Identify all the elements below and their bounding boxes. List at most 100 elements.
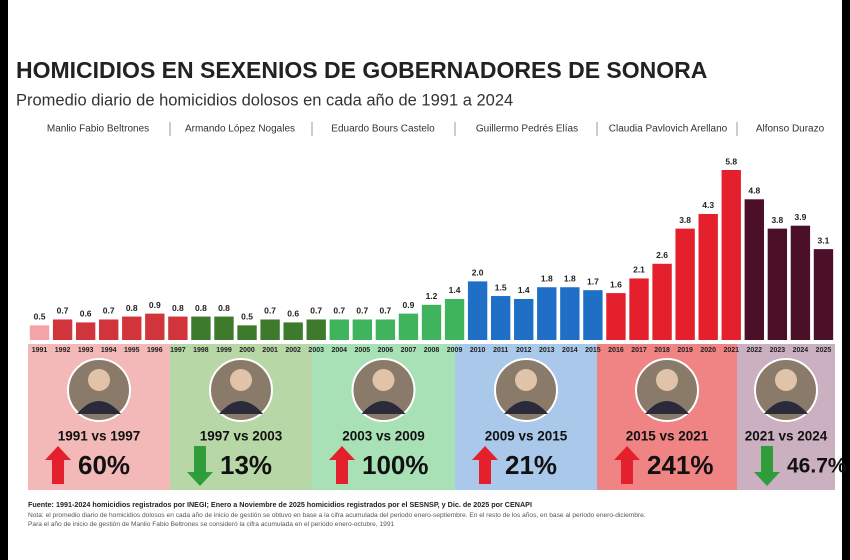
photo-body <box>77 401 121 414</box>
x-tick-label: 1993 <box>78 347 94 354</box>
x-tick-label: 1992 <box>55 347 71 354</box>
comparison-label: 2003 vs 2009 <box>342 429 425 444</box>
x-tick-label: 2010 <box>470 347 486 354</box>
value-label: 1.4 <box>449 285 461 295</box>
x-tick-label: 2024 <box>793 347 809 354</box>
bar <box>122 316 142 340</box>
bar <box>744 199 764 340</box>
trend-arrow <box>329 446 355 484</box>
bar <box>237 325 257 340</box>
chart-subtitle: Promedio diario de homicidios dolosos en… <box>16 91 513 109</box>
value-label: 3.1 <box>818 235 830 245</box>
x-tick-label: 2006 <box>378 347 394 354</box>
value-label: 1.7 <box>587 276 599 286</box>
x-tick-label: 1994 <box>101 347 117 354</box>
governor-name: Claudia Pavlovich Arellano <box>609 124 728 135</box>
value-label: 2.1 <box>633 265 645 275</box>
trend-arrow <box>614 446 640 484</box>
bar <box>329 319 349 340</box>
bar <box>813 249 834 340</box>
value-label: 4.8 <box>748 186 760 196</box>
value-label: 0.7 <box>379 306 391 316</box>
value-label: 0.8 <box>172 303 184 313</box>
x-tick-label: 2018 <box>654 347 670 354</box>
photo-head <box>656 369 678 391</box>
photo-head <box>88 369 110 391</box>
change-value: 60% <box>78 450 130 480</box>
bar <box>514 298 534 340</box>
photo-body <box>219 401 263 414</box>
photo-body <box>645 401 689 414</box>
governor-name: Eduardo Bours Castelo <box>331 124 435 135</box>
bar <box>652 263 672 340</box>
value-label: 0.7 <box>264 306 276 316</box>
value-label: 1.5 <box>495 282 507 292</box>
x-tick-label: 2023 <box>770 347 786 354</box>
bar <box>214 316 234 340</box>
bar <box>352 319 373 340</box>
trend-arrow <box>45 446 71 484</box>
value-label: 0.7 <box>57 306 69 316</box>
value-label: 0.7 <box>103 306 115 316</box>
value-label: 3.8 <box>771 215 783 225</box>
x-tick-label: 1997 <box>170 347 186 354</box>
bar <box>99 319 119 340</box>
bar <box>260 319 280 340</box>
value-label: 0.9 <box>403 300 415 310</box>
bar <box>629 278 649 340</box>
x-tick-label: 2009 <box>447 347 463 354</box>
bar <box>721 170 741 340</box>
x-tick-label: 2020 <box>700 347 716 354</box>
bar <box>467 281 488 340</box>
x-tick-label: 1995 <box>124 347 140 354</box>
governor-name: Manlio Fabio Beltrones <box>47 124 149 135</box>
comparison-label: 1997 vs 2003 <box>200 429 283 444</box>
value-label: 0.5 <box>34 312 46 322</box>
value-label: 4.3 <box>702 200 714 210</box>
photo-body <box>361 401 406 414</box>
comparison-label: 2021 vs 2024 <box>745 429 828 444</box>
x-tick-label: 2014 <box>562 347 578 354</box>
x-tick-label: 2013 <box>539 347 555 354</box>
chart-title: HOMICIDIOS EN SEXENIOS DE GOBERNADORES D… <box>16 57 707 83</box>
x-tick-label: 2007 <box>401 347 417 354</box>
comparison-label: 1991 vs 1997 <box>58 429 141 444</box>
x-tick-label: 2021 <box>723 347 739 354</box>
source-note: Fuente: 1991-2024 homicidios registrados… <box>28 500 532 509</box>
bar <box>537 287 557 340</box>
value-label: 0.7 <box>333 306 345 316</box>
bar <box>560 287 580 340</box>
value-label: 2.6 <box>656 250 668 260</box>
photo-head <box>230 369 252 391</box>
trend-arrow <box>472 446 498 484</box>
bar <box>191 316 211 340</box>
note: Nota: el promedio diario de homicidios d… <box>28 512 646 519</box>
photo-head <box>775 369 797 391</box>
value-label: 2.0 <box>472 268 484 278</box>
change-value: 21% <box>505 450 557 480</box>
x-tick-label: 2004 <box>331 347 347 354</box>
bar <box>283 322 303 340</box>
bar <box>52 319 73 340</box>
value-label: 0.9 <box>149 300 161 310</box>
bar <box>421 304 442 340</box>
governor-name: Guillermo Pedrés Elías <box>476 124 578 135</box>
x-tick-label: 1996 <box>147 347 163 354</box>
x-tick-label: 2019 <box>677 347 693 354</box>
value-label: 0.5 <box>241 312 253 322</box>
change-value: 241% <box>647 450 714 480</box>
x-tick-label: 2002 <box>285 347 301 354</box>
x-tick-label: 2003 <box>308 347 324 354</box>
value-label: 3.9 <box>795 212 807 222</box>
bar <box>145 313 165 340</box>
value-label: 5.8 <box>725 156 737 166</box>
x-tick-label: 1991 <box>32 347 48 354</box>
value-label: 1.2 <box>426 291 438 301</box>
bar <box>675 228 695 340</box>
x-tick-label: 1999 <box>216 347 232 354</box>
value-label: 0.6 <box>287 309 299 319</box>
comparison-label: 2009 vs 2015 <box>485 429 568 444</box>
bar <box>29 325 50 340</box>
x-tick-label: 2016 <box>608 347 624 354</box>
